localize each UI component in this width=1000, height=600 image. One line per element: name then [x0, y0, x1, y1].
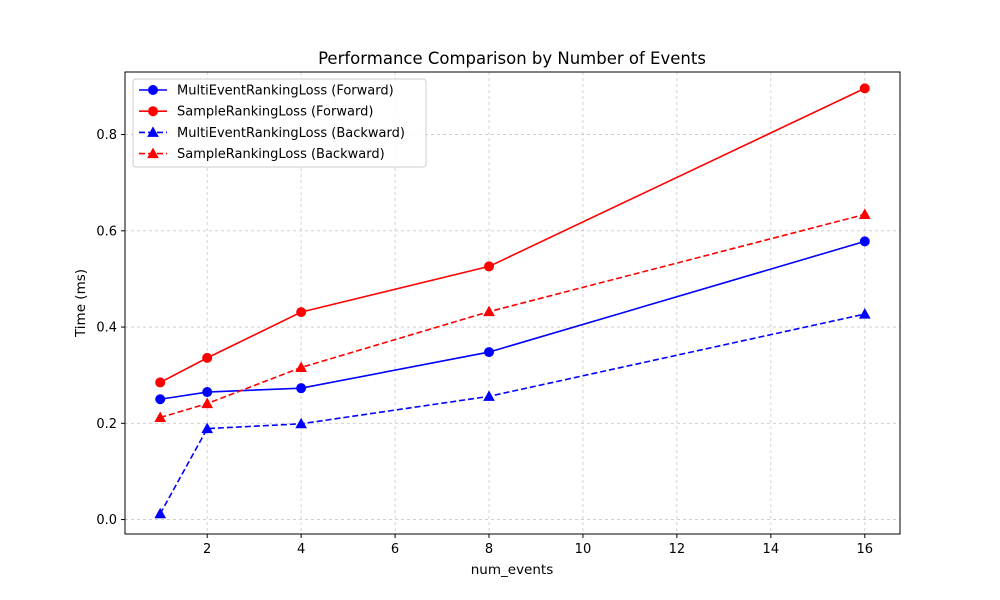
legend-marker — [147, 126, 159, 137]
legend-label: SampleRankingLoss (Forward) — [177, 105, 373, 120]
x-tick-label: 6 — [391, 542, 399, 557]
series-layer — [154, 83, 871, 519]
x-tick-label: 8 — [485, 542, 493, 557]
data-point — [296, 307, 307, 318]
x-tick-label: 4 — [297, 542, 305, 557]
x-tick-label: 10 — [575, 542, 592, 557]
legend-item: MultiEventRankingLoss (Forward) — [139, 84, 394, 99]
data-point — [155, 377, 166, 388]
legend-marker — [147, 147, 159, 159]
data-point — [154, 411, 167, 423]
legend-item: SampleRankingLoss (Backward) — [139, 147, 385, 162]
data-point — [484, 347, 495, 358]
legend-marker — [148, 106, 158, 117]
series-3 — [154, 208, 871, 423]
data-point — [295, 417, 307, 429]
series-line — [159, 213, 865, 419]
x-tick-label: 12 — [669, 542, 686, 557]
data-point — [483, 390, 495, 401]
legend-label: SampleRankingLoss (Backward) — [177, 147, 385, 162]
data-point — [201, 397, 214, 409]
series-0 — [155, 236, 870, 405]
series-1 — [155, 83, 870, 388]
data-point — [859, 83, 870, 94]
x-axis-label: num_events — [471, 562, 554, 578]
series-2 — [154, 308, 871, 519]
y-tick-label: 0.8 — [96, 128, 117, 143]
y-tick-label: 0.6 — [96, 224, 117, 239]
axis-ticks: 2 4 6 8 10 12 14 16 0.0 0.2 0.4 0.6 0.8 — [96, 128, 873, 557]
legend-marker — [148, 85, 158, 95]
series-line — [160, 240, 865, 401]
data-point — [484, 261, 495, 272]
grid-lines — [125, 72, 900, 534]
x-tick-label: 16 — [856, 542, 873, 557]
series-line — [159, 313, 865, 515]
chart-title: Performance Comparison by Number of Even… — [318, 49, 706, 68]
data-point — [202, 387, 213, 398]
legend-item: SampleRankingLoss (Forward) — [139, 105, 373, 120]
legend-label: MultiEventRankingLoss (Backward) — [177, 126, 405, 141]
data-point — [201, 422, 214, 434]
data-point — [202, 352, 213, 363]
data-point — [858, 308, 871, 319]
y-tick-label: 0.0 — [96, 513, 117, 528]
legend-label: MultiEventRankingLoss (Forward) — [177, 84, 394, 99]
data-point — [296, 383, 307, 394]
legend-box — [132, 78, 427, 168]
data-point — [859, 236, 870, 247]
x-tick-label: 2 — [203, 542, 211, 557]
y-axis-label: Time (ms) — [73, 269, 89, 338]
legend: MultiEventRankingLoss (Forward) SampleRan… — [132, 78, 427, 168]
y-tick-label: 0.2 — [96, 417, 117, 432]
data-point — [483, 305, 495, 317]
plot-frame — [124, 71, 901, 535]
data-point — [155, 394, 166, 405]
legend-item: MultiEventRankingLoss (Backward) — [139, 126, 405, 141]
data-point — [858, 208, 871, 219]
x-tick-label: 14 — [763, 542, 780, 557]
y-tick-label: 0.4 — [96, 321, 117, 336]
data-point — [295, 361, 307, 372]
data-point — [154, 507, 167, 519]
